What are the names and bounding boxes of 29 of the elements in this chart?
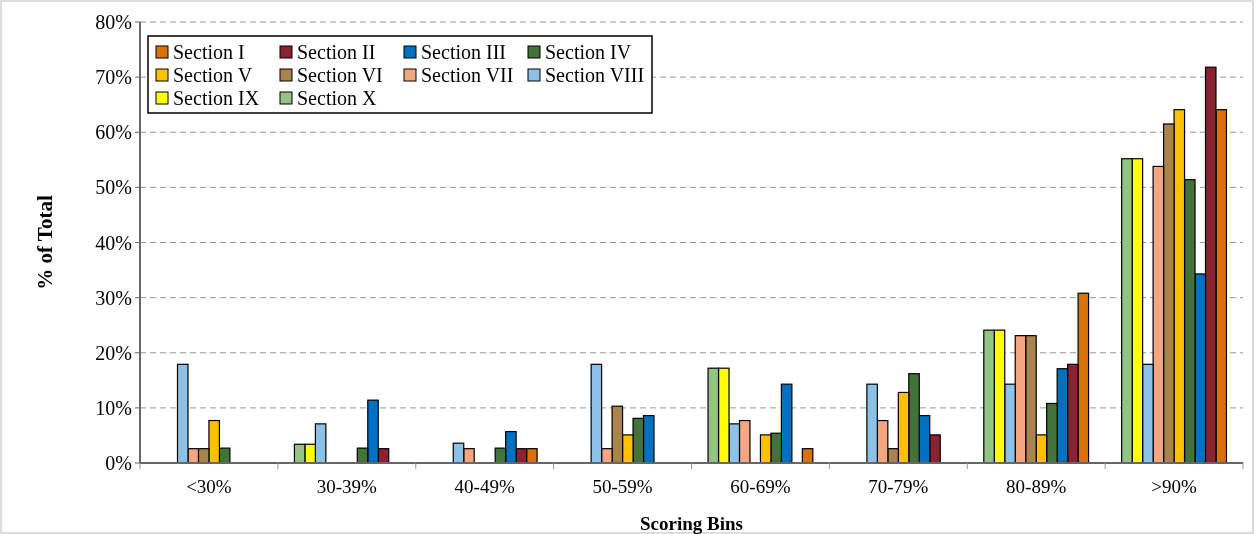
y-tick-label: 0% [105,452,132,474]
legend-label: Section X [297,87,377,109]
x-tick-label: >90% [1151,476,1197,497]
y-tick-label: 20% [95,341,132,364]
x-tick-label: 50-59% [592,476,653,497]
y-tick-label: 40% [95,231,132,254]
legend-label: Section V [173,64,253,86]
y-tick-label: 50% [95,176,132,199]
y-tick-label: 10% [95,396,132,419]
x-tick-label: 70-79% [868,476,929,497]
x-tick-label: 60-69% [730,476,791,497]
x-tick-label: <30% [186,476,232,497]
legend-label: Section III [421,41,506,63]
x-tick-label: 40-49% [454,476,515,497]
legend-label: Section VII [421,64,514,86]
legend-label: Section IV [545,41,632,63]
y-axis-title: % of Total [33,195,57,290]
x-tick-label: 30-39% [316,476,378,497]
legend-label: Section II [297,41,376,63]
x-tick-label: 80-89% [1006,476,1067,497]
legend-label: Section VI [297,64,383,86]
legend-label: Section IX [173,87,260,109]
legend-label: Section VIII [545,64,645,86]
legend-label: Section I [173,41,245,63]
y-tick-label: 30% [95,286,132,309]
x-axis-title: Scoring Bins [640,513,743,534]
y-tick-label: 80% [95,11,132,33]
y-tick-label: 60% [95,121,132,144]
y-tick-label: 70% [95,66,132,89]
